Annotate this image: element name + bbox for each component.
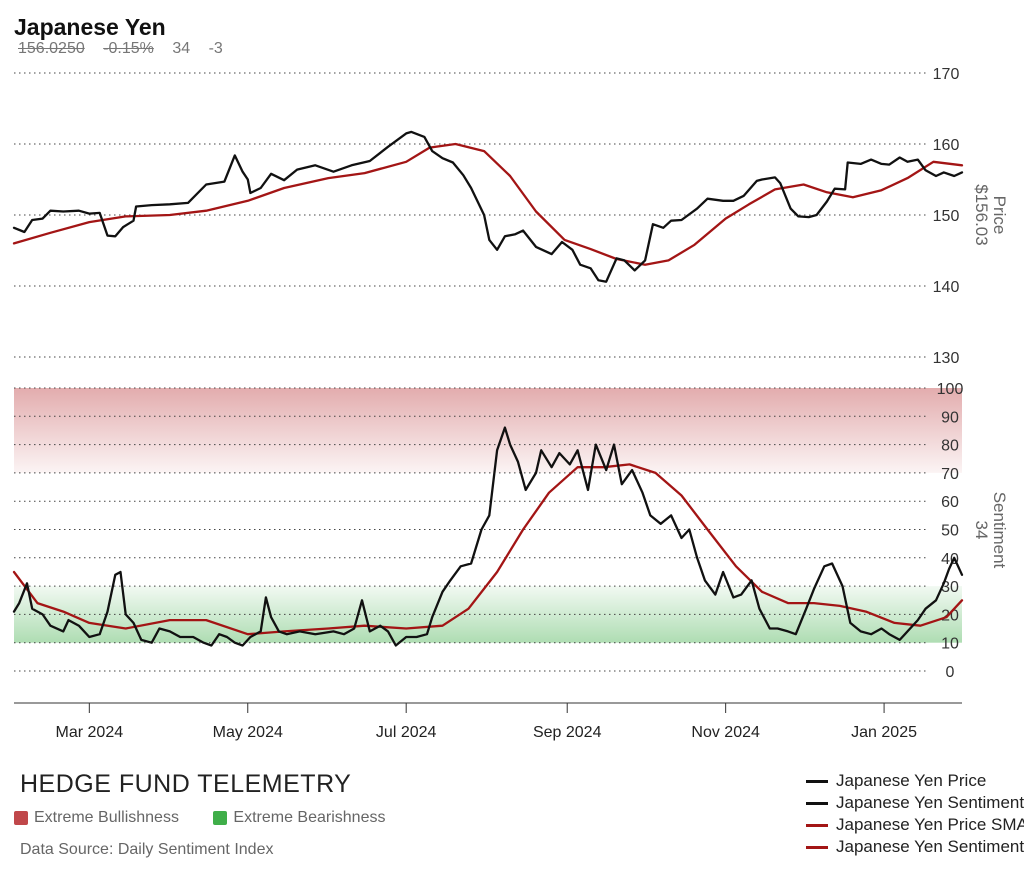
price-line [12,130,964,283]
sentiment-tick-label: 0 [946,664,955,681]
price-axis-title: Price [990,196,1009,235]
zone-bear-swatch [213,811,228,825]
price-tick-label: 170 [933,66,960,83]
sentiment-tick-label: 60 [941,494,959,511]
x-tick-label: Mar 2024 [56,724,124,741]
legend-label: Japanese Yen Price [836,771,987,790]
price-tick-label: 150 [933,208,960,225]
chart-canvas: 130 140 150 160 170 0 10 20 30 40 50 60 70 80 90 100 Pri… [12,66,1009,741]
legend-line-icon [806,779,828,783]
legend-label: Japanese Yen Sentiment SMA [836,837,1024,856]
sentiment-axis-value: 34 [972,521,991,540]
bull-zone-band [14,388,962,473]
change-value: -0.15% [103,40,154,57]
data-source: Data Source: Daily Sentiment Index [20,841,274,858]
sentiment-tick-label: 70 [941,466,959,483]
sentiment-value: 34 [172,40,191,57]
brand-name: HEDGE FUND TELEMETRY [20,770,352,798]
legend-line-icon [806,801,828,805]
zone-legend: Extreme Bullishness Extreme Bearishness [14,809,415,830]
price-value: 156.0250 [18,40,85,57]
series-legend: Japanese Yen Price Japanese Yen Sentimen… [806,770,1024,858]
sentiment-change-value: -3 [208,40,223,57]
sentiment-tick-label: 20 [941,607,959,624]
legend-item[interactable]: Japanese Yen Sentiment [806,792,1024,814]
legend-line-icon [806,845,828,849]
legend-label: Japanese Yen Sentiment [836,793,1024,812]
x-tick-label: May 2024 [213,724,283,741]
zone-bear-label: Extreme Bearishness [233,809,386,826]
sentiment-tick-label: 10 [941,636,959,653]
sentiment-line [12,426,964,647]
legend-item[interactable]: Japanese Yen Price [806,770,1024,792]
price-tick-label: 140 [933,279,960,296]
sentiment-tick-label: 80 [941,438,959,455]
sentiment-tick-label: 50 [941,523,959,540]
sentiment-axis-title: Sentiment [990,492,1009,569]
price-tick-label: 130 [933,350,960,367]
x-tick-label: Jan 2025 [851,724,917,741]
legend-line-icon [806,823,828,827]
sentiment-tick-label: 40 [941,551,959,568]
price-axis-value: $156.03 [972,184,991,245]
page-title: Japanese Yen [14,14,166,40]
quote-bar: 156.0250 -0.15% 34 -3 [18,40,237,58]
price-sma-line [12,142,964,266]
zone-bull-label: Extreme Bullishness [34,809,179,826]
x-tick-label: Jul 2024 [376,724,437,741]
zone-bull-swatch [14,811,28,825]
price-tick-label: 160 [933,137,960,154]
x-tick-label: Nov 2024 [691,724,760,741]
zone-bear: Extreme Bearishness [213,809,385,827]
sentiment-sma-line [12,463,964,636]
legend-item[interactable]: Japanese Yen Sentiment SMA [806,836,1024,858]
x-tick-label: Sep 2024 [533,724,602,741]
sentiment-tick-label: 90 [941,409,959,426]
sentiment-tick-label: 100 [937,381,964,398]
legend-label: Japanese Yen Price SMA [836,815,1024,834]
zone-bull: Extreme Bullishness [14,809,179,827]
legend-item[interactable]: Japanese Yen Price SMA [806,814,1024,836]
sentiment-tick-label: 30 [941,579,959,596]
